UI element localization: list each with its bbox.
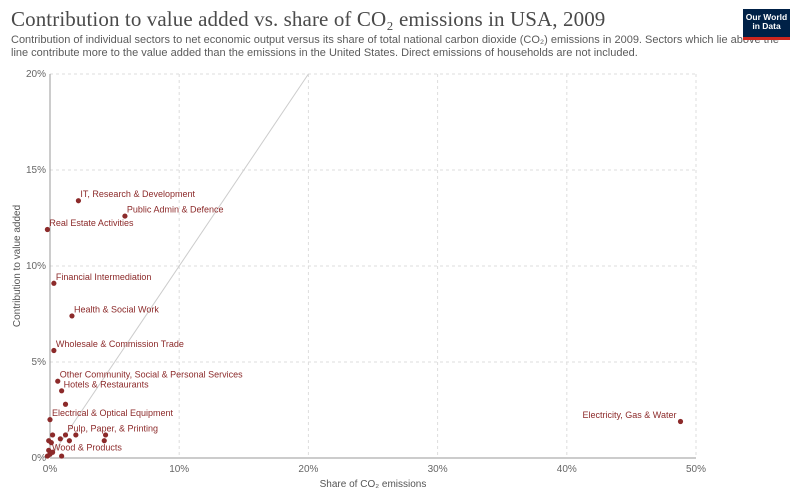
y-tick-label: 5% [32, 357, 47, 368]
data-point-label: Health & Social Work [74, 304, 159, 314]
data-point-label: Financial Intermediation [56, 272, 152, 282]
data-point-label: Electrical & Optical Equipment [52, 408, 174, 418]
data-point[interactable] [62, 401, 69, 407]
y-tick-label: 15% [26, 165, 46, 176]
logo-line-2: in Data [752, 21, 781, 31]
y-tick-label: 20% [26, 69, 46, 80]
data-point-label: Electricity, Gas & Water [582, 410, 676, 420]
data-point[interactable] [44, 226, 51, 233]
logo-line-1: Our World [745, 12, 788, 22]
data-point[interactable] [73, 432, 79, 438]
data-point-label: Wood & Products [52, 443, 122, 453]
chart-title: Contribution to value added vs. share of… [11, 7, 606, 31]
data-point[interactable] [66, 438, 72, 444]
x-axis-label: Share of CO₂ emissions [320, 479, 427, 490]
data-point[interactable] [75, 198, 82, 204]
data-point[interactable] [59, 453, 65, 459]
data-point[interactable] [51, 347, 57, 354]
reference-diagonal-line [49, 73, 309, 459]
our-world-in-data-logo[interactable]: Our World in Data [743, 9, 790, 40]
data-point[interactable] [122, 213, 128, 219]
y-tick-label: 0% [32, 453, 47, 464]
data-point-label: Other Community, Social & Personal Servi… [60, 370, 243, 380]
x-tick-label: 30% [428, 464, 448, 475]
data-point[interactable] [49, 432, 56, 438]
data-point[interactable] [62, 432, 69, 438]
data-point[interactable] [102, 432, 109, 438]
data-point[interactable] [57, 436, 63, 442]
x-tick-label: 20% [298, 464, 318, 475]
data-point[interactable] [55, 378, 61, 384]
data-point[interactable] [44, 453, 51, 459]
data-point[interactable] [46, 447, 52, 453]
chart-subtitle: Contribution of individual sectors to ne… [11, 34, 779, 59]
data-point[interactable] [101, 438, 107, 444]
data-point-label: Wholesale & Commission Trade [56, 339, 184, 349]
data-point-label: IT, Research & Development [80, 189, 195, 199]
data-point-label: Real Estate Activities [49, 218, 134, 228]
data-point[interactable] [69, 313, 75, 319]
data-point[interactable] [59, 388, 65, 394]
y-tick-label: 10% [26, 261, 46, 272]
data-point[interactable] [677, 418, 684, 425]
data-point-label: Hotels & Restaurants [64, 379, 150, 389]
x-tick-label: 50% [686, 464, 706, 475]
y-axis-label: Contribution to value added [12, 205, 23, 327]
data-point[interactable] [51, 280, 57, 286]
x-tick-label: 0% [43, 464, 58, 475]
x-tick-label: 10% [169, 464, 189, 475]
x-tick-label: 40% [557, 464, 577, 475]
data-point[interactable] [48, 440, 54, 446]
data-point-label: Public Admin & Defence [127, 205, 224, 215]
data-point[interactable] [49, 449, 56, 455]
data-point[interactable] [47, 417, 53, 423]
data-point-label: Pulp, Paper, & Printing [68, 423, 159, 433]
